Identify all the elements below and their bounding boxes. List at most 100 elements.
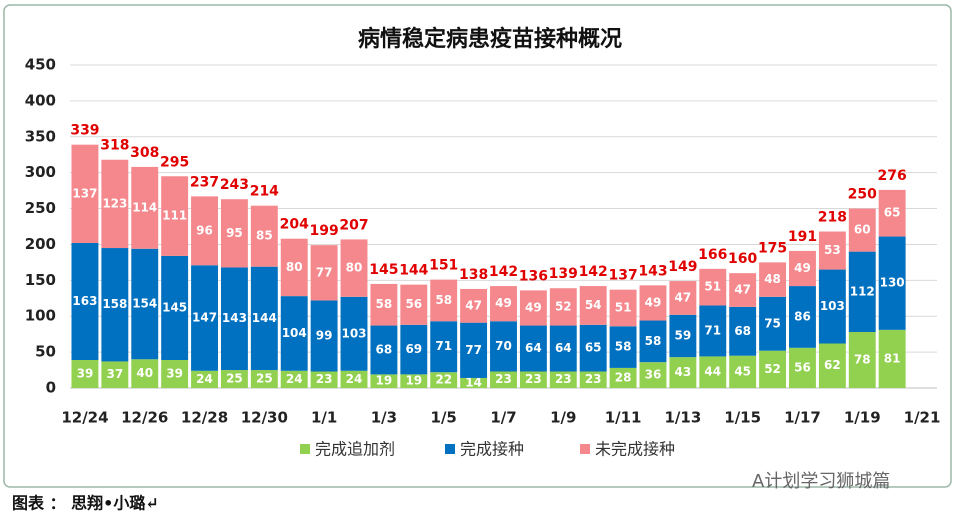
total-label: 243 [220, 177, 249, 193]
segment-label: 80 [286, 260, 303, 274]
segment-label: 19 [376, 374, 393, 388]
total-label: 143 [638, 263, 667, 279]
caption: 图表 ： 思翔•小璐↵ [12, 494, 159, 513]
bar-segment [609, 326, 637, 368]
bar-segment [340, 296, 368, 371]
segment-label: 95 [226, 226, 243, 240]
bar-segment [669, 281, 697, 315]
segment-label: 85 [256, 229, 273, 243]
segment-label: 28 [615, 370, 632, 384]
total-label: 142 [579, 264, 608, 280]
bar-segment [609, 289, 637, 327]
segment-label: 78 [854, 353, 871, 367]
bar-segment [759, 350, 787, 388]
segment-label: 59 [675, 328, 692, 342]
bar-segment [460, 288, 488, 323]
bar-segment [789, 286, 816, 348]
x-tick-label: 12/24 [61, 409, 108, 427]
bar-segment [400, 374, 428, 388]
total-label: 175 [758, 240, 787, 256]
segment-label: 75 [764, 316, 781, 330]
bar-segment [460, 322, 488, 378]
x-tick-label: 1/13 [664, 409, 701, 427]
bar-segment [729, 355, 757, 388]
segment-label: 65 [585, 341, 602, 355]
segment-label: 47 [465, 298, 482, 312]
y-tick-label: 50 [35, 343, 56, 361]
segment-label: 68 [376, 342, 393, 356]
bar-segment [280, 370, 308, 388]
bar-segment [878, 236, 906, 330]
segment-label: 130 [880, 276, 905, 290]
segment-label: 37 [106, 367, 123, 381]
bar-segment [370, 325, 398, 375]
segment-label: 49 [645, 295, 662, 309]
segment-label: 53 [824, 243, 841, 257]
y-tick-label: 300 [25, 163, 56, 181]
bar-segment [729, 273, 757, 307]
bar-segment [220, 370, 248, 388]
legend-label: 未完成接种 [595, 440, 675, 459]
segment-label: 71 [704, 323, 721, 337]
bar-segment [759, 262, 787, 297]
x-tick-label: 1/5 [431, 409, 457, 427]
y-tick-label: 200 [25, 235, 56, 253]
legend-label: 完成追加剂 [315, 440, 395, 459]
segment-label: 39 [166, 367, 183, 381]
segment-label: 23 [495, 372, 512, 386]
segment-label: 48 [764, 272, 781, 286]
x-tick-label: 1/19 [844, 409, 881, 427]
bar-segment [131, 359, 159, 388]
bar-segment [878, 329, 906, 388]
total-label: 136 [519, 268, 548, 284]
bar-segment [71, 243, 99, 361]
y-tick-label: 400 [25, 91, 56, 109]
total-label: 276 [878, 168, 907, 184]
bar-segment [549, 288, 577, 326]
bar-segment [519, 371, 547, 388]
segment-label: 43 [675, 365, 692, 379]
total-label: 308 [130, 145, 159, 161]
bar-segment [699, 268, 727, 306]
bar-segment [669, 357, 697, 388]
segment-label: 81 [884, 351, 901, 365]
segment-label: 65 [884, 206, 901, 220]
segment-label: 58 [645, 334, 662, 348]
segment-label: 14 [465, 375, 482, 389]
bar-segment [370, 283, 398, 326]
bar-segment [579, 371, 607, 388]
bar-segment [818, 231, 846, 270]
y-tick-label: 250 [25, 199, 56, 217]
segment-label: 58 [435, 293, 452, 307]
segment-label: 104 [282, 326, 307, 340]
total-label: 149 [668, 259, 697, 275]
bar-segment [191, 265, 218, 371]
y-tick-label: 100 [25, 307, 56, 325]
segment-label: 23 [555, 372, 572, 386]
total-label: 250 [848, 187, 877, 203]
segment-label: 23 [525, 372, 542, 386]
bar-segment [191, 196, 218, 266]
bar-segment [848, 251, 876, 333]
segment-label: 58 [376, 297, 393, 311]
bar-segment [848, 332, 876, 388]
y-tick-label: 0 [46, 379, 56, 397]
bar-segment [430, 372, 458, 388]
bar-segment [460, 377, 488, 388]
total-label: 218 [818, 210, 847, 226]
segment-label: 77 [316, 265, 333, 279]
bar-segment [131, 248, 159, 360]
segment-label: 47 [675, 290, 692, 304]
total-label: 237 [190, 174, 219, 190]
segment-label: 49 [525, 300, 542, 314]
total-label: 145 [369, 262, 398, 278]
bar-segment [519, 290, 547, 326]
bar-segment [699, 356, 727, 388]
bar-segment [759, 296, 787, 351]
x-tick-label: 1/11 [605, 409, 642, 427]
bar-segment [71, 144, 99, 244]
segment-label: 52 [764, 362, 781, 376]
segment-label: 45 [734, 364, 751, 378]
bar-segment [161, 255, 189, 361]
